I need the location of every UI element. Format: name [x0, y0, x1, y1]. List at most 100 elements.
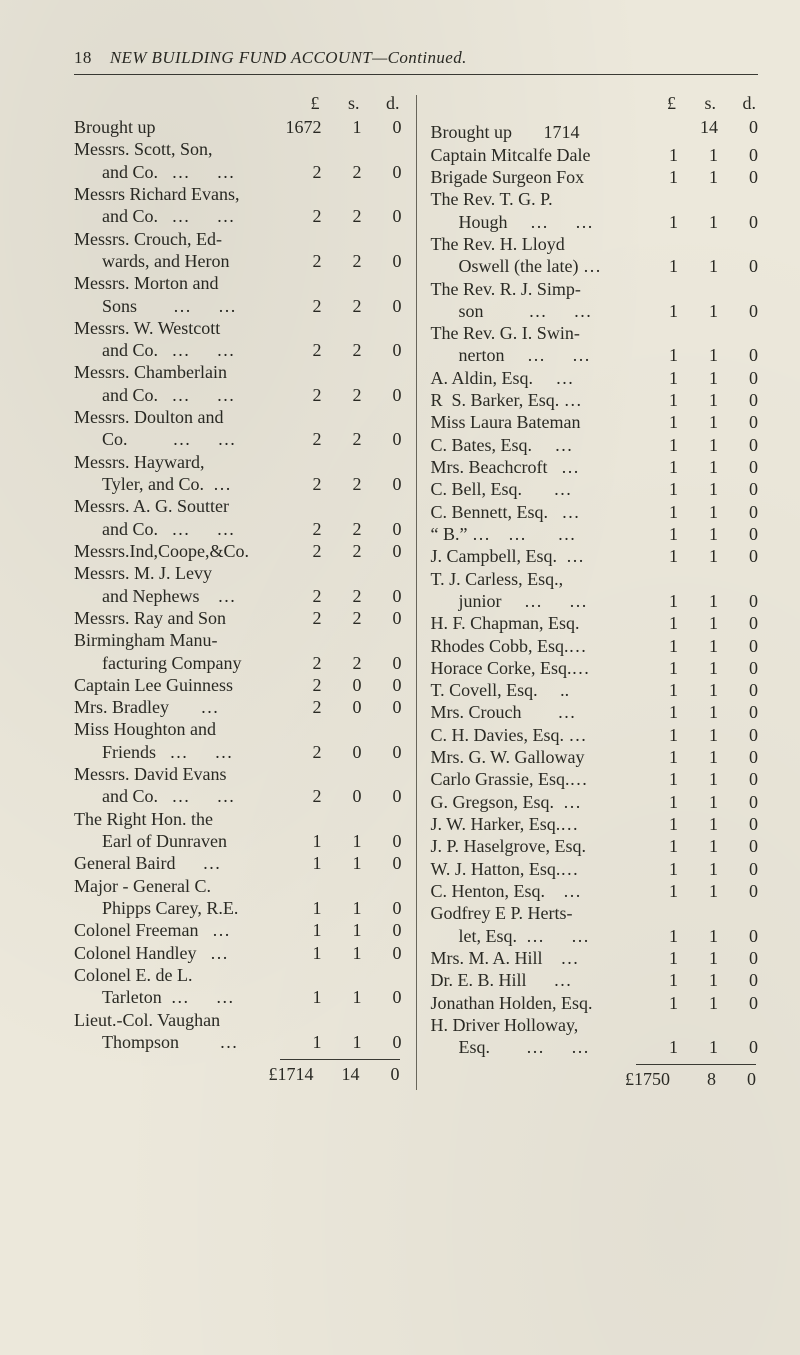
amount-pounds: 1	[630, 724, 678, 746]
amount-pounds: 1	[630, 367, 678, 389]
amount-pence: 0	[380, 295, 402, 317]
ledger-amount: 110	[274, 942, 402, 964]
amount-pence: 0	[736, 255, 758, 277]
left-column: £ s. d. Brought up167210Messrs. Scott, S…	[74, 93, 408, 1090]
ledger-label: C. Bates, Esq. …	[431, 434, 631, 456]
ledger-row: Friends … …200	[74, 741, 402, 763]
ledger-label: Miss Laura Bateman	[431, 411, 631, 433]
page-title-text: NEW BUILDING FUND ACCOUNT—Continued.	[110, 48, 467, 67]
amount-pence: 0	[736, 813, 758, 835]
amount-shillings: 0	[340, 741, 362, 763]
amount-pounds: 1	[630, 478, 678, 500]
ledger-row: junior … …110	[431, 590, 759, 612]
ledger-amount: 110	[630, 434, 758, 456]
ledger-row: Mrs. Beachcroft …110	[431, 456, 759, 478]
right-total-rule	[636, 1064, 756, 1065]
ledger-amount: 110	[630, 835, 758, 857]
amount-shillings: 1	[696, 1036, 718, 1058]
amount-pence: 0	[736, 590, 758, 612]
amount-pence: 0	[736, 367, 758, 389]
ledger-label: Carlo Grassie, Esq.…	[431, 768, 631, 790]
ledger-label: Mrs. G. W. Galloway	[431, 746, 631, 768]
amount-pence: 0	[380, 696, 402, 718]
ledger-row: General Baird …110	[74, 852, 402, 874]
ledger-row: and Nephews …220	[74, 585, 402, 607]
amount-pence: 0	[380, 607, 402, 629]
ledger-amount: 110	[630, 992, 758, 1014]
ledger-row: Colonel Handley …110	[74, 942, 402, 964]
amount-pence: 0	[736, 657, 758, 679]
ledger-continuation: Messrs. Doulton and	[74, 406, 402, 428]
ledger-continuation: Messrs. Crouch, Ed-	[74, 228, 402, 250]
ledger-row: Carlo Grassie, Esq.…110	[431, 768, 759, 790]
ledger-label: Jonathan Holden, Esq.	[431, 992, 631, 1014]
ledger-amount: 110	[630, 947, 758, 969]
amount-shillings: 1	[696, 211, 718, 233]
amount-shillings: 2	[340, 518, 362, 540]
amount-shillings: 1	[696, 701, 718, 723]
ledger-continuation: Messrs. Scott, Son,	[74, 138, 402, 160]
ledger-label: Mrs. Bradley …	[74, 696, 274, 718]
amount-pence: 0	[380, 785, 402, 807]
amount-pence: 0	[380, 652, 402, 674]
ledger-row: and Co. … …220	[74, 161, 402, 183]
amount-shillings: 2	[340, 250, 362, 272]
ledger-amount: 110	[630, 657, 758, 679]
ledger-amount: 110	[630, 545, 758, 567]
amount-shillings: 2	[340, 295, 362, 317]
ledger-continuation: Godfrey E P. Herts-	[431, 902, 759, 924]
ledger-row: Co. … …220	[74, 428, 402, 450]
amount-shillings: 1	[696, 746, 718, 768]
ledger-amount: 110	[630, 411, 758, 433]
page-number: 18	[74, 48, 92, 68]
amount-pounds: 1	[630, 300, 678, 322]
amount-shillings: 1	[696, 679, 718, 701]
amount-pence: 0	[736, 679, 758, 701]
ledger-row: C. Bell, Esq. …110	[431, 478, 759, 500]
amount-shillings: 2	[340, 339, 362, 361]
amount-pounds: 1	[630, 880, 678, 902]
amount-shillings: 14	[696, 116, 718, 138]
ledger-row: Oswell (the late) …110	[431, 255, 759, 277]
amount-pence: 0	[380, 161, 402, 183]
amount-pence: 0	[736, 300, 758, 322]
ledger-continuation: The Right Hon. the	[74, 808, 402, 830]
ledger-row: Miss Laura Bateman110	[431, 411, 759, 433]
ledger-amount: 110	[630, 211, 758, 233]
ledger-amount: 110	[630, 791, 758, 813]
amount-pence: 0	[380, 205, 402, 227]
pound-heading: £	[628, 93, 676, 114]
ledger-amount: 220	[274, 652, 402, 674]
ledger-row: C. H. Davies, Esq. …110	[431, 724, 759, 746]
amount-shillings: 0	[340, 674, 362, 696]
ledger-continuation: Colonel E. de L.	[74, 964, 402, 986]
amount-shillings: 1	[696, 344, 718, 366]
ledger-row: and Co. … …220	[74, 339, 402, 361]
amount-shillings: 1	[696, 657, 718, 679]
ledger-row: Mrs. Crouch …110	[431, 701, 759, 723]
ledger-continuation: Birmingham Manu-	[74, 629, 402, 651]
amount-shillings: 1	[696, 791, 718, 813]
ledger-label: R S. Barker, Esq. …	[431, 389, 631, 411]
ledger-label: Brigade Surgeon Fox	[431, 166, 631, 188]
ledger-label: Colonel Handley …	[74, 942, 274, 964]
amount-shillings: 1	[696, 367, 718, 389]
amount-shillings: 1	[340, 852, 362, 874]
ledger-continuation: Messrs. Chamberlain	[74, 361, 402, 383]
amount-shillings: 1	[340, 986, 362, 1008]
amount-shillings: 1	[696, 144, 718, 166]
ledger-amount: 110	[630, 523, 758, 545]
shilling-heading: s.	[338, 93, 360, 114]
amount-pence: 0	[736, 166, 758, 188]
amount-pounds: 1	[630, 144, 678, 166]
ledger-amount: 200	[274, 785, 402, 807]
amount-shillings: 1	[696, 478, 718, 500]
ledger-row: Messrs. Ray and Son220	[74, 607, 402, 629]
amount-pounds: 1	[630, 746, 678, 768]
amount-pounds	[630, 116, 678, 138]
right-total: £1750 8 0	[431, 1069, 759, 1090]
amount-header-right: £ s. d.	[431, 93, 759, 114]
ledger-continuation: H. Driver Holloway,	[431, 1014, 759, 1036]
ledger-label: C. Henton, Esq. …	[431, 880, 631, 902]
ledger-label: and Nephews …	[74, 585, 274, 607]
